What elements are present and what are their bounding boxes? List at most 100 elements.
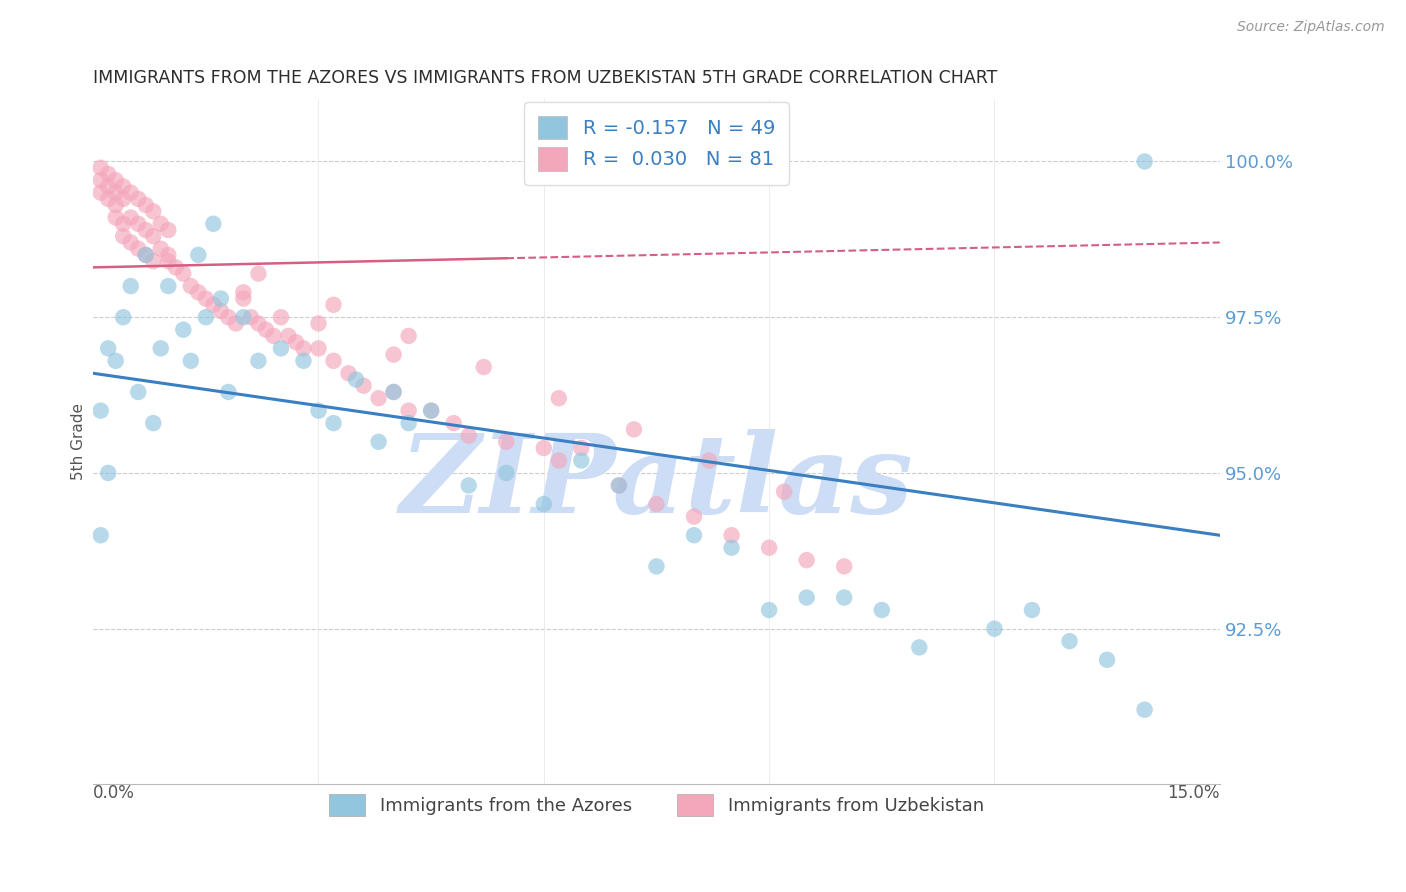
Point	[157, 223, 180, 237]
Point	[1021, 603, 1043, 617]
Point	[645, 559, 668, 574]
Point	[97, 466, 120, 480]
Point	[472, 359, 495, 374]
Point	[254, 323, 277, 337]
Text: ZIPatlas: ZIPatlas	[399, 429, 914, 537]
Point	[202, 217, 225, 231]
Point	[367, 391, 389, 405]
Point	[120, 186, 142, 200]
Point	[607, 478, 630, 492]
Point	[697, 453, 720, 467]
Point	[127, 384, 149, 399]
Point	[187, 285, 209, 300]
Point	[165, 260, 187, 275]
Point	[90, 528, 112, 542]
Point	[180, 279, 202, 293]
Point	[382, 348, 405, 362]
Point	[97, 179, 120, 194]
Point	[239, 310, 262, 325]
Point	[270, 342, 292, 356]
Point	[308, 342, 330, 356]
Point	[135, 223, 157, 237]
Point	[457, 478, 479, 492]
Point	[172, 267, 194, 281]
Point	[773, 484, 796, 499]
Point	[232, 292, 254, 306]
Point	[97, 167, 120, 181]
Point	[97, 192, 120, 206]
Point	[870, 603, 893, 617]
Legend: Immigrants from the Azores, Immigrants from Uzbekistan: Immigrants from the Azores, Immigrants f…	[322, 787, 991, 823]
Text: Source: ZipAtlas.com: Source: ZipAtlas.com	[1237, 20, 1385, 34]
Point	[194, 310, 217, 325]
Point	[382, 384, 405, 399]
Point	[112, 179, 135, 194]
Point	[645, 497, 668, 511]
Point	[533, 441, 555, 455]
Point	[322, 298, 344, 312]
Point	[495, 466, 517, 480]
Point	[217, 310, 239, 325]
Point	[247, 317, 270, 331]
Point	[112, 310, 135, 325]
Point	[209, 304, 232, 318]
Point	[90, 186, 112, 200]
Point	[225, 317, 247, 331]
Point	[758, 541, 780, 555]
Point	[112, 229, 135, 244]
Point	[104, 354, 127, 368]
Point	[112, 192, 135, 206]
Point	[172, 323, 194, 337]
Point	[607, 478, 630, 492]
Point	[1095, 653, 1118, 667]
Point	[495, 434, 517, 449]
Point	[120, 279, 142, 293]
Point	[457, 428, 479, 442]
Point	[353, 378, 375, 392]
Point	[569, 441, 592, 455]
Point	[1133, 703, 1156, 717]
Point	[308, 403, 330, 417]
Point	[533, 497, 555, 511]
Point	[149, 217, 172, 231]
Point	[112, 217, 135, 231]
Point	[277, 329, 299, 343]
Point	[247, 354, 270, 368]
Point	[547, 453, 569, 467]
Point	[104, 211, 127, 225]
Point	[142, 254, 165, 268]
Point	[796, 591, 818, 605]
Point	[983, 622, 1005, 636]
Point	[97, 342, 120, 356]
Point	[247, 267, 270, 281]
Point	[292, 342, 315, 356]
Point	[90, 161, 112, 175]
Point	[142, 204, 165, 219]
Point	[547, 391, 569, 405]
Point	[127, 217, 149, 231]
Point	[1133, 154, 1156, 169]
Point	[367, 434, 389, 449]
Point	[569, 453, 592, 467]
Point	[104, 173, 127, 187]
Point	[90, 173, 112, 187]
Point	[232, 310, 254, 325]
Text: 15.0%: 15.0%	[1167, 784, 1220, 803]
Point	[157, 248, 180, 262]
Point	[142, 416, 165, 430]
Point	[1059, 634, 1081, 648]
Point	[337, 366, 360, 380]
Point	[623, 422, 645, 436]
Point	[180, 354, 202, 368]
Point	[209, 292, 232, 306]
Text: 0.0%: 0.0%	[93, 784, 135, 803]
Point	[398, 329, 420, 343]
Y-axis label: 5th Grade: 5th Grade	[72, 403, 86, 480]
Point	[292, 354, 315, 368]
Point	[149, 242, 172, 256]
Point	[142, 229, 165, 244]
Point	[120, 211, 142, 225]
Point	[683, 528, 706, 542]
Point	[398, 403, 420, 417]
Point	[832, 591, 855, 605]
